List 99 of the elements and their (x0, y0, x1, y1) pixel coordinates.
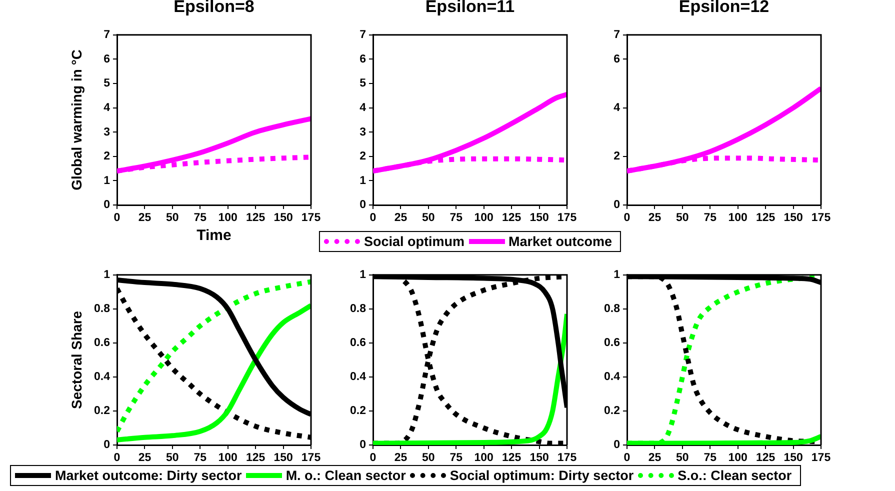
y-tick-label: 0 (614, 439, 620, 452)
x-tick-label: 125 (756, 212, 776, 224)
x-tick-label: 175 (557, 452, 578, 464)
x-tick-label: 175 (301, 212, 322, 224)
x-tick-label: 100 (474, 452, 494, 464)
x-tick-label: 0 (624, 212, 630, 224)
y-tick-label: 0 (614, 199, 620, 212)
y-tick-label: 4 (614, 102, 621, 114)
x-tick-label: 0 (370, 452, 376, 464)
y-tick-label: 7 (104, 29, 110, 42)
x-tick-label: 150 (274, 212, 293, 224)
y-tick-label: 7 (614, 29, 620, 42)
y-tick-label: 6 (104, 53, 110, 66)
x-tick-label: 150 (784, 212, 803, 224)
legend-label: Social optimum (364, 234, 464, 249)
y-tick-label: 0 (360, 439, 366, 452)
y-tick-label: 0.4 (350, 371, 367, 384)
x-tick-label: 75 (704, 212, 718, 224)
y-axis-title: Global warming in °C (68, 49, 84, 190)
chart-title: Epsilon=8 (172, 0, 256, 17)
y-tick-label: 0.8 (604, 303, 621, 316)
y-tick-label: 4 (104, 102, 111, 114)
x-tick-label: 75 (704, 452, 718, 464)
x-tick-label: 50 (422, 452, 435, 464)
x-tick-label: 50 (676, 452, 689, 464)
x-tick-label: 25 (138, 452, 152, 464)
chart-title: Epsilon=12 (678, 0, 770, 17)
x-tick-label: 100 (728, 452, 748, 464)
x-tick-label: 50 (422, 212, 435, 224)
x-tick-label: 100 (728, 212, 748, 224)
y-tick-label: 1 (360, 174, 367, 187)
y-tick-label: 5 (360, 78, 367, 90)
legend-label: Market outcome (508, 234, 612, 249)
y-tick-label: 0.2 (350, 405, 366, 418)
y-tick-label: 0.8 (94, 303, 111, 316)
x-tick-label: 50 (166, 212, 179, 224)
y-tick-label: 0.6 (94, 337, 110, 350)
y-tick-label: 5 (104, 78, 111, 90)
x-tick-label: 25 (394, 212, 408, 224)
y-tick-label: 1 (614, 269, 621, 282)
x-tick-label: 75 (450, 212, 464, 224)
y-tick-label: 0 (104, 199, 110, 212)
y-tick-label: 0.4 (94, 371, 111, 384)
y-tick-label: 0.2 (604, 405, 620, 418)
x-tick-label: 25 (394, 452, 408, 464)
x-tick-label: 0 (370, 212, 376, 224)
x-tick-label: 125 (756, 452, 776, 464)
x-tick-label: 0 (114, 452, 120, 464)
x-tick-label: 100 (218, 212, 238, 224)
x-tick-label: 125 (246, 212, 266, 224)
y-tick-label: 4 (360, 102, 367, 114)
x-tick-label: 75 (194, 452, 208, 464)
legend-label: Social optimum: Dirty sector (450, 468, 634, 483)
y-tick-label: 7 (360, 29, 366, 42)
y-tick-label: 1 (360, 269, 367, 282)
x-tick-label: 125 (502, 452, 522, 464)
x-tick-label: 25 (138, 212, 152, 224)
y-tick-label: 1 (104, 174, 111, 187)
x-axis-title: Time (196, 227, 232, 244)
x-tick-label: 50 (676, 212, 689, 224)
x-tick-label: 0 (624, 452, 630, 464)
y-tick-label: 1 (104, 269, 111, 282)
y-tick-label: 0 (104, 439, 110, 452)
x-tick-label: 25 (648, 452, 662, 464)
legend-label: S.o.: Clean sector (678, 468, 792, 483)
x-tick-label: 25 (648, 212, 662, 224)
x-tick-label: 175 (811, 212, 832, 224)
x-tick-label: 150 (530, 212, 549, 224)
y-axis-title: Sectoral Share (68, 310, 84, 409)
x-tick-label: 100 (218, 452, 238, 464)
x-tick-label: 75 (450, 452, 464, 464)
x-tick-label: 125 (246, 452, 266, 464)
chart-title: Epsilon=11 (424, 0, 516, 17)
x-tick-label: 175 (811, 452, 832, 464)
y-tick-label: 3 (360, 126, 366, 138)
y-tick-label: 0.2 (94, 405, 110, 418)
legend-label: M. o.: Clean sector (286, 468, 406, 483)
y-tick-label: 0.4 (604, 371, 621, 384)
y-tick-label: 0.6 (604, 337, 620, 350)
x-tick-label: 150 (530, 452, 549, 464)
y-tick-label: 2 (360, 150, 366, 163)
y-tick-label: 6 (614, 53, 620, 66)
y-tick-label: 0.6 (350, 337, 366, 350)
legend-label: Market outcome: Dirty sector (55, 468, 242, 483)
x-tick-label: 150 (274, 452, 293, 464)
y-tick-label: 6 (360, 53, 366, 66)
y-tick-label: 3 (104, 126, 110, 138)
x-tick-label: 175 (557, 212, 578, 224)
x-tick-label: 100 (474, 212, 494, 224)
y-tick-label: 0.8 (350, 303, 367, 316)
x-tick-label: 75 (194, 212, 208, 224)
x-tick-label: 125 (502, 212, 522, 224)
y-tick-label: 2 (614, 150, 620, 163)
x-tick-label: 150 (784, 452, 803, 464)
y-tick-label: 2 (104, 150, 110, 163)
x-tick-label: 0 (114, 212, 120, 224)
y-tick-label: 0 (360, 199, 366, 212)
x-tick-label: 175 (301, 452, 322, 464)
x-tick-label: 50 (166, 452, 179, 464)
